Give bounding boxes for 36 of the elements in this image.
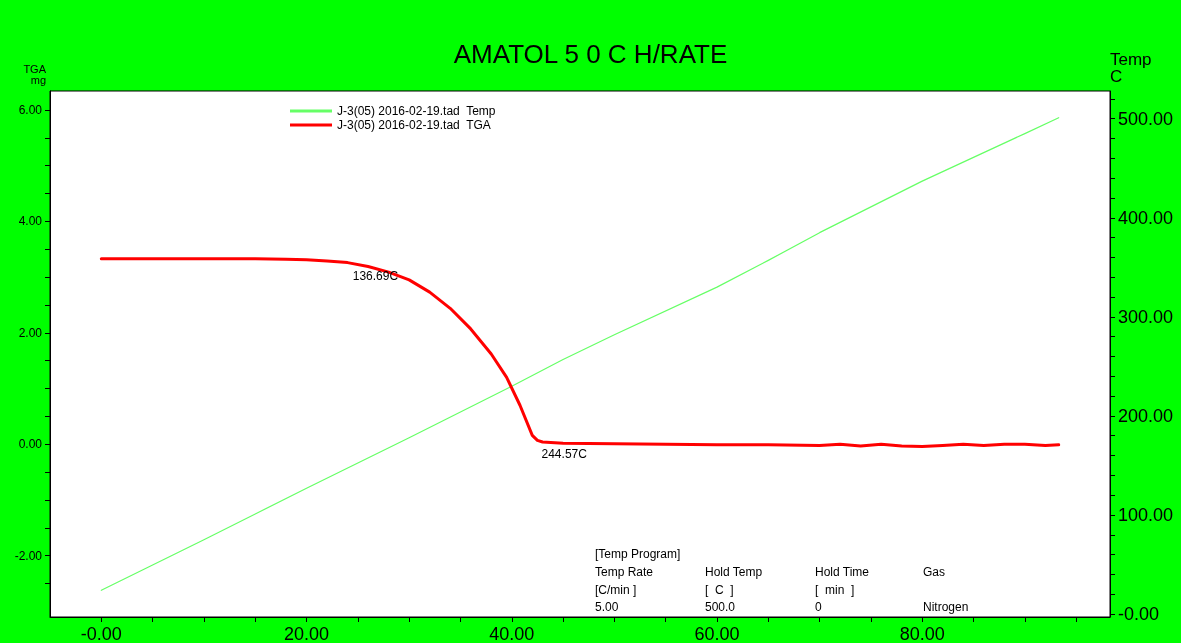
x-tick-label: 20.00 [284,624,330,643]
y2-axis-title: Temp C [1110,50,1152,86]
y2-tick-label: -0.00 [1118,604,1160,625]
y2-tick-label: 100.00 [1118,504,1174,525]
y-tick-label: 0.00 [18,437,43,452]
y-tick-label: 6.00 [18,102,43,117]
annotation: [C/min ] [595,583,637,597]
x-tick-label: -0.00 [80,624,122,643]
chart-title: AMATOL 5 0 C H/RATE [453,39,728,69]
line-series [99,257,1061,448]
legend-label: J-3(05) 2016-02-19.tad Temp [337,104,496,118]
annotation: 500.0 [705,600,736,614]
y-tick-label: 4.00 [18,214,43,229]
x-tick-label: 40.00 [489,624,535,643]
annotation: Hold Temp [705,565,763,579]
y-axis-title: TGA mg [23,62,47,86]
legend-label: J-3(05) 2016-02-19.tad TGA [337,118,491,132]
annotation: 244.57C [541,447,588,462]
annotation: 5.00 [595,600,619,614]
y-tick-label: -2.00 [14,548,43,563]
annotation: Gas [923,565,946,579]
x-tick-label: 60.00 [694,624,740,643]
annotation: 0 [815,600,822,614]
y2-tick-label: 300.00 [1118,306,1174,327]
y2-tick-label: 200.00 [1118,405,1174,426]
annotation: 136.69C [352,268,399,283]
annotation: Temp Rate [595,565,654,579]
y-tick-label: 2.00 [18,325,43,340]
annotation: [ C ] [705,583,734,597]
annotation: [ min ] [815,583,855,597]
annotation: [Temp Program] [595,547,681,561]
x-tick-label: 80.00 [899,624,945,643]
y2-tick-label: 400.00 [1118,207,1174,228]
annotation: Hold Time [815,565,870,579]
y2-tick-label: 500.00 [1118,108,1174,129]
annotation: Nitrogen [923,600,969,614]
